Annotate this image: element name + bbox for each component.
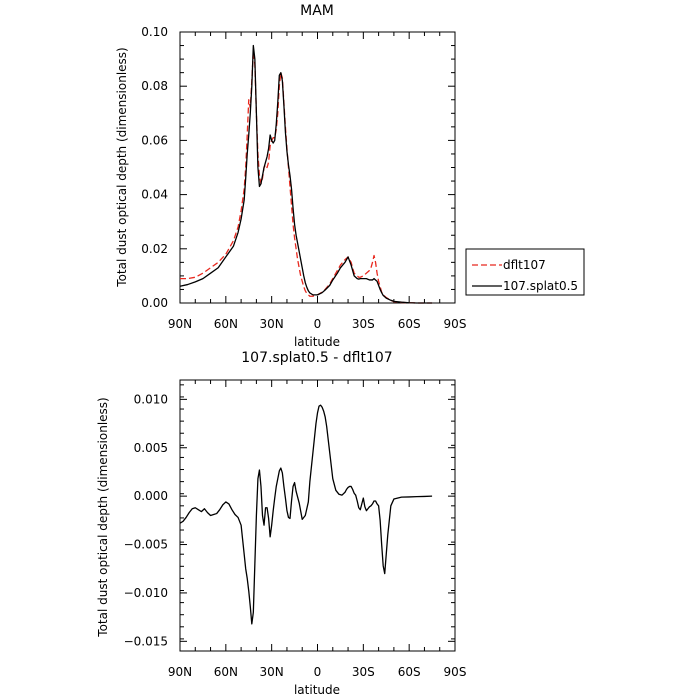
- bottom-chart-title: 107.splat0.5 - dflt107: [241, 350, 392, 366]
- bottom-y-tick-labels: −0.015 −0.010 −0.005 0.000 0.005 0.010: [124, 392, 168, 648]
- bottom-y-tick-label: −0.010: [124, 586, 168, 600]
- bottom-x-tick-labels: 90N 60N 30N 0 30S 60S 90S: [168, 665, 467, 679]
- top-ticks: [179, 31, 456, 304]
- top-y-tick-label: 0.00: [141, 296, 168, 310]
- bottom-x-tick-label: 60N: [214, 665, 238, 679]
- bottom-series: [179, 404, 433, 625]
- top-x-tick-label: 0: [314, 317, 322, 331]
- top-y-tick-label: 0.04: [141, 188, 168, 202]
- bottom-y-axis-label: Total dust optical depth (dimensionless): [96, 397, 110, 637]
- bottom-x-tick-label: 90S: [444, 665, 467, 679]
- bottom-x-axis-label: latitude: [294, 683, 340, 697]
- top-x-tick-label: 60S: [398, 317, 421, 331]
- top-chart-panel: MAM 0.00 0.02 0.04 0.06 0.08 0.10 90N 60N 30N 0 3…: [115, 3, 585, 349]
- top-x-tick-label: 30N: [260, 317, 284, 331]
- bottom-chart-panel: 107.splat0.5 - dflt107 −0.015 −0.010 −0.00…: [96, 350, 466, 697]
- top-x-tick-labels: 90N 60N 30N 0 30S 60S 90S: [168, 317, 467, 331]
- bottom-x-tick-label: 30S: [352, 665, 375, 679]
- top-x-tick-label: 30S: [352, 317, 375, 331]
- bottom-ticks: [179, 380, 456, 652]
- top-chart-title: MAM: [300, 3, 334, 19]
- top-series: [179, 44, 433, 304]
- top-series-line-dflt107: [180, 50, 433, 304]
- bottom-x-tick-label: 90N: [168, 665, 192, 679]
- top-y-tick-label: 0.02: [141, 242, 168, 256]
- top-y-axis-label: Total dust optical depth (dimensionless): [115, 47, 129, 287]
- top-y-tick-label: 0.10: [141, 25, 168, 39]
- top-series-line-107-splat0-5: [179, 44, 433, 304]
- legend: dflt107 107.splat0.5: [465, 248, 585, 296]
- bottom-y-tick-label: −0.005: [124, 538, 168, 552]
- bottom-x-tick-label: 30N: [260, 665, 284, 679]
- bottom-x-tick-label: 60S: [398, 665, 421, 679]
- bottom-series-line-0: [179, 404, 433, 625]
- bottom-y-tick-label: 0.010: [134, 392, 168, 406]
- top-y-tick-label: 0.06: [141, 133, 168, 147]
- bottom-y-tick-label: 0.000: [134, 489, 168, 503]
- top-y-tick-label: 0.08: [141, 79, 168, 93]
- legend-label-107-splat0-5: 107.splat0.5: [503, 279, 578, 293]
- legend-box: [465, 248, 585, 296]
- top-x-tick-label: 60N: [214, 317, 238, 331]
- bottom-y-tick-label: −0.015: [124, 634, 168, 648]
- bottom-y-tick-label: 0.005: [134, 441, 168, 455]
- top-x-axis-label: latitude: [294, 335, 340, 349]
- top-x-tick-label: 90S: [444, 317, 467, 331]
- top-y-tick-labels: 0.00 0.02 0.04 0.06 0.08 0.10: [141, 25, 168, 310]
- legend-label-dflt107: dflt107: [503, 258, 546, 272]
- bottom-x-tick-label: 0: [314, 665, 322, 679]
- top-x-tick-label: 90N: [168, 317, 192, 331]
- bottom-plot-frame: [179, 379, 456, 652]
